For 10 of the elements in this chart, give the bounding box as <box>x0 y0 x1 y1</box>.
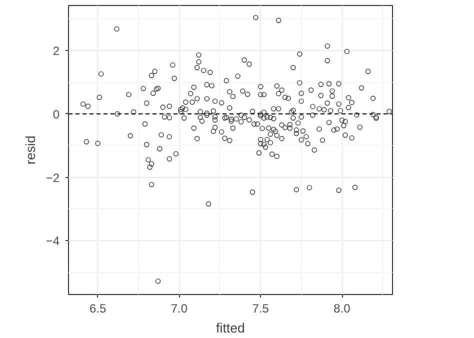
y-tick-label: −4 <box>46 234 60 248</box>
y-axis-title: resid <box>22 136 38 164</box>
x-axis-title: fitted <box>216 320 245 336</box>
y-tick-label: 2 <box>52 44 60 58</box>
x-tick-label: 7.0 <box>170 302 188 316</box>
y-tick-label: −2 <box>46 170 60 185</box>
x-tick-label: 6.5 <box>89 302 106 316</box>
x-tick-label: 7.5 <box>252 302 270 316</box>
y-tick-label: 0 <box>52 107 60 122</box>
x-tick-label: 8.0 <box>334 302 351 316</box>
